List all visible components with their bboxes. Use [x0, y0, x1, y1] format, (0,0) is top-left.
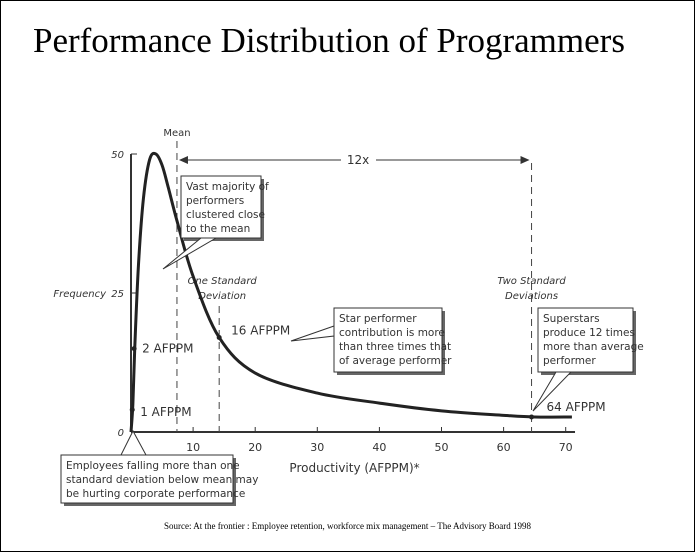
data-point [131, 346, 137, 352]
callout-text: clustered close [186, 209, 265, 221]
arrow-head-right [520, 156, 530, 164]
callout-text: Star performer [339, 313, 417, 325]
arrow-head-left [178, 156, 188, 164]
x-tick-label: 20 [248, 441, 262, 454]
x-tick-label: 70 [559, 441, 573, 454]
distribution-curve [129, 151, 572, 433]
point-label: 64 AFPPM [547, 400, 606, 414]
point-label: 16 AFPPM [231, 323, 290, 337]
callout-text: than three times that [339, 341, 451, 353]
one-sd-label: Deviation [198, 291, 246, 302]
callout-text: of average performer [339, 355, 452, 367]
x-tick-label: 40 [372, 441, 386, 454]
callout-text: more than average [543, 341, 644, 353]
callout-text: Employees falling more than one [66, 460, 240, 472]
point-label: 2 AFPPM [142, 342, 193, 356]
callout-text: performer [543, 355, 596, 367]
point-label: 1 AFPPM [140, 405, 191, 419]
data-point [529, 414, 535, 420]
x-tick-label: 10 [186, 441, 200, 454]
callout-box [180, 175, 262, 239]
range-label: 12x [347, 153, 369, 167]
y-tick-label: 25 [111, 289, 124, 300]
data-point [129, 407, 135, 413]
data-point [216, 334, 222, 340]
callout-pointer [120, 429, 147, 456]
x-tick-label: 60 [497, 441, 511, 454]
two-sd-label: Two Standard [497, 276, 566, 287]
x-axis-label: Productivity (AFPPM)* [289, 461, 419, 475]
y-tick-label: 0 [118, 428, 124, 439]
callout-text: produce 12 times [543, 327, 635, 339]
callout-text: standard deviation below mean may [66, 474, 258, 486]
x-tick-label: 50 [435, 441, 449, 454]
y-axis-label: Frequency [53, 289, 107, 300]
callout-text: to the mean [186, 223, 250, 235]
callout-text: Superstars [543, 313, 600, 325]
callout-box [537, 307, 634, 373]
slide-title: Performance Distribution of Programmers [33, 21, 625, 60]
source-citation: Source: At the frontier : Employee reten… [164, 521, 531, 531]
callout-text: Vast majority of [186, 181, 269, 193]
callout-box [60, 454, 234, 504]
callout-text: be hurting corporate performance [66, 488, 245, 500]
two-sd-label: Deviations [505, 291, 558, 302]
y-tick-label: 50 [111, 150, 124, 161]
callout-text: performers [186, 195, 244, 207]
callout-text: contribution is more [339, 327, 445, 339]
x-tick-label: 30 [310, 441, 324, 454]
one-sd-label: One Standard [188, 276, 258, 287]
callout-box [333, 307, 443, 373]
mean-label: Mean [163, 128, 190, 139]
callout-pointer [290, 325, 335, 342]
